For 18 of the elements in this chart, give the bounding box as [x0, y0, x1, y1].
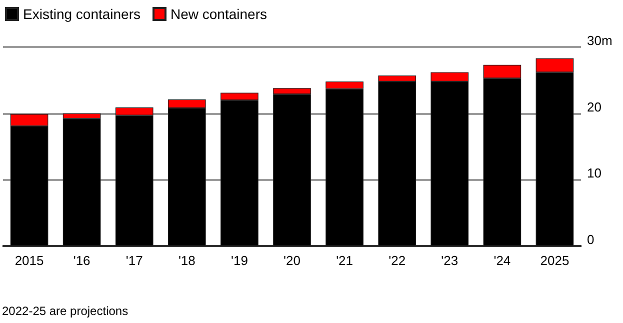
y-tick-label: 30m [587, 33, 612, 48]
x-tick-label: '20 [284, 253, 300, 268]
legend-label: Existing containers [23, 6, 141, 22]
x-tick-label: 2025 [540, 253, 570, 268]
x-tick-label: '23 [441, 253, 458, 268]
y-tick-label: 10 [587, 166, 602, 181]
x-tick-label: 2015 [14, 253, 44, 268]
y-tick-label: 20 [587, 99, 602, 114]
x-tick-label: '17 [126, 253, 143, 268]
text: 2022-25 are projections [2, 304, 128, 318]
legend-label: New containers [170, 6, 268, 22]
x-tick-label: '19 [230, 253, 248, 268]
y-tick-label: 0 [587, 232, 594, 247]
x-tick-label: '18 [178, 253, 196, 268]
x-tick-label: '16 [73, 253, 90, 268]
x-tick-label: '21 [336, 253, 354, 268]
x-tick-label: '24 [494, 253, 511, 268]
x-tick-label: '22 [388, 253, 406, 268]
